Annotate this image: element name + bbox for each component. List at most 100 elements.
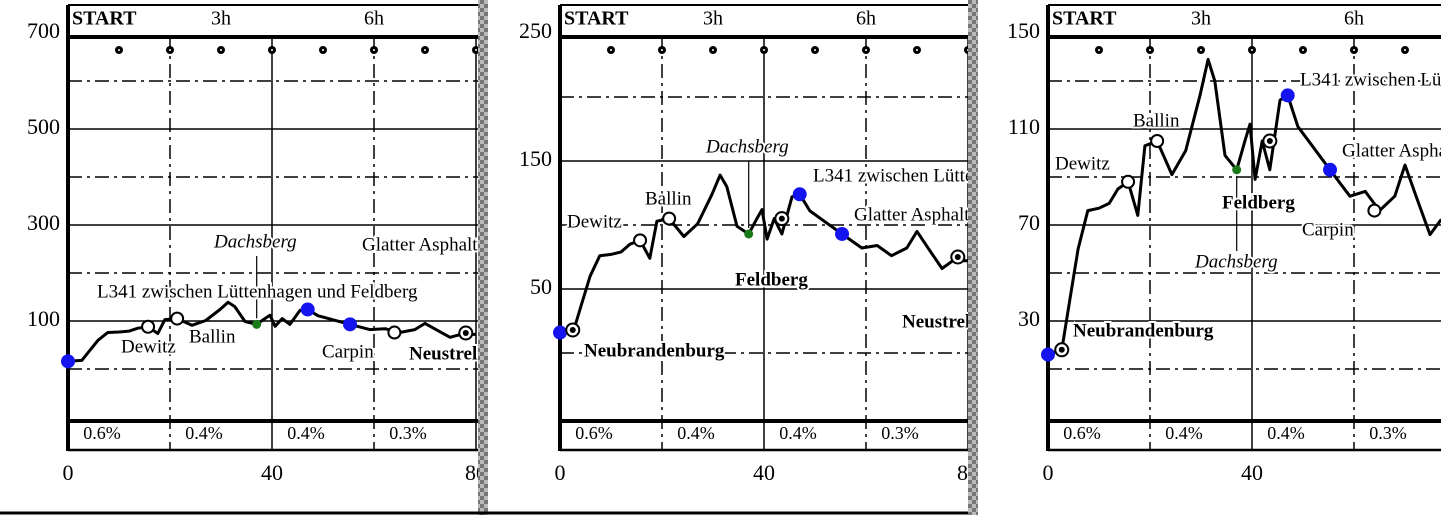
time-label: START xyxy=(1052,8,1117,30)
pace-dot xyxy=(964,46,968,54)
time-label: 3h xyxy=(211,8,231,30)
grade-label: 0.4% xyxy=(1267,423,1305,443)
pace-dot-center xyxy=(610,49,612,51)
y-tick-label: 250 xyxy=(519,18,552,43)
grade-label-bg xyxy=(1160,424,1208,446)
grade-label: 0.4% xyxy=(779,423,817,443)
waypoint-marker xyxy=(1323,162,1338,177)
waypoint-label: Dewitz xyxy=(1055,153,1110,174)
waypoint-marker xyxy=(662,211,677,226)
waypoint-label: Ballin xyxy=(1133,110,1180,131)
waypoint-marker xyxy=(744,229,754,239)
waypoint-marker xyxy=(1280,88,1295,103)
waypoint-label: Neustrelitz xyxy=(902,311,991,332)
y-tick-label: 700 xyxy=(27,18,60,43)
pace-dot-center xyxy=(475,49,477,51)
waypoint-marker xyxy=(300,302,315,317)
pace-dot-center xyxy=(169,49,171,51)
waypoint-label: Dachsberg xyxy=(213,231,297,252)
x-tick-label: 40 xyxy=(753,460,775,485)
pace-dot-center xyxy=(1302,49,1304,51)
waypoint-marker xyxy=(343,317,358,332)
y-tick-label: 500 xyxy=(27,114,60,139)
chart-panel: 100 300 500 700 0 40 80 START 3h 6h 0.6% 0.4% 0.4% 0.… xyxy=(27,4,498,485)
grade-label-bg xyxy=(1364,424,1412,446)
waypoint-label: Dewitz xyxy=(121,336,176,357)
waypoint-marker-center xyxy=(462,330,469,336)
pace-dot-center xyxy=(865,49,867,51)
pace-dot-center xyxy=(967,49,968,51)
pace-dot-center xyxy=(118,49,120,51)
time-label: 6h xyxy=(856,8,876,30)
pace-dot-center xyxy=(1353,49,1355,51)
waypoint-marker xyxy=(835,226,850,241)
waypoint-marker-center xyxy=(569,326,576,333)
y-tick-label: 100 xyxy=(27,306,60,331)
pace-dot-center xyxy=(373,49,375,51)
grade-label-bg xyxy=(1262,424,1310,446)
pace-dot-center xyxy=(1098,49,1100,51)
time-label: 6h xyxy=(1344,8,1364,30)
y-tick-label: 150 xyxy=(519,146,552,171)
pace-dot-center xyxy=(1200,49,1202,51)
panel-separator xyxy=(478,0,488,515)
time-label: 6h xyxy=(364,8,384,30)
waypoint-marker-center xyxy=(1058,346,1065,353)
pace-dot-center xyxy=(1404,49,1406,51)
grade-label: 0.3% xyxy=(1369,423,1407,443)
grade-label-bg xyxy=(282,424,330,446)
x-tick-label: 40 xyxy=(1241,460,1263,485)
grade-label-bg xyxy=(180,424,228,446)
pace-dot-center xyxy=(712,49,714,51)
waypoint-marker xyxy=(387,325,402,340)
waypoint-marker-center xyxy=(778,215,785,222)
grade-label: 0.6% xyxy=(1063,423,1101,443)
grade-label: 0.4% xyxy=(185,423,223,443)
waypoint-marker xyxy=(633,233,648,248)
time-label: START xyxy=(564,8,629,30)
waypoint-label: Neustrelitz xyxy=(409,343,498,364)
waypoint-label: Glatter Asphalt xyxy=(1342,140,1441,161)
waypoint-marker xyxy=(252,319,262,329)
waypoint-label: L341 zwischen Lüttenhagen und Feldberg xyxy=(1300,69,1441,90)
pace-dot-center xyxy=(763,49,765,51)
waypoint-marker xyxy=(1041,347,1055,362)
grade-label: 0.6% xyxy=(83,423,121,443)
grade-label-bg xyxy=(1058,424,1106,446)
x-tick-label: 0 xyxy=(555,460,566,485)
waypoint-label: L341 zwischen Lüttenhagen und Feldberg xyxy=(97,281,418,302)
chart-panel: 50 150 250 0 40 80 START 3h 6h 0.6% 0.4% 0.4% 0.3% Ne… xyxy=(519,4,991,485)
pace-dot-center xyxy=(220,49,222,51)
grade-label-bg xyxy=(570,424,618,446)
y-tick-label: 300 xyxy=(27,210,60,235)
pace-dot-center xyxy=(271,49,273,51)
waypoint-label: Carpin xyxy=(1302,219,1354,240)
elevation-line xyxy=(559,173,968,334)
pace-dot-center xyxy=(1251,49,1253,51)
pace-dot-center xyxy=(814,49,816,51)
waypoint-label: Dachsberg xyxy=(1194,251,1278,272)
waypoint-marker xyxy=(1232,165,1242,175)
waypoint-marker xyxy=(141,319,156,334)
waypoint-label: Ballin xyxy=(189,326,236,347)
time-label: 3h xyxy=(1191,8,1211,30)
waypoint-label: Dachsberg xyxy=(705,136,789,157)
grade-label-bg xyxy=(672,424,720,446)
pace-dot-center xyxy=(1149,49,1151,51)
time-label: 3h xyxy=(703,8,723,30)
waypoint-label: Neubrandenburg xyxy=(1073,320,1214,341)
waypoint-marker xyxy=(553,325,567,340)
waypoint-label: Dewitz xyxy=(567,211,622,232)
waypoint-marker xyxy=(61,354,75,369)
x-tick-label: 80 xyxy=(957,460,979,485)
grade-label: 0.3% xyxy=(389,423,427,443)
waypoint-label: Neubrandenburg xyxy=(584,340,725,361)
pace-dot-center xyxy=(322,49,324,51)
waypoint-marker xyxy=(1150,134,1165,148)
waypoint-marker-center xyxy=(954,254,961,260)
waypoint-marker xyxy=(170,311,185,326)
y-tick-label: 150 xyxy=(1007,18,1040,43)
waypoint-label: Feldberg xyxy=(1222,192,1295,213)
waypoint-label: Feldberg xyxy=(735,269,808,290)
